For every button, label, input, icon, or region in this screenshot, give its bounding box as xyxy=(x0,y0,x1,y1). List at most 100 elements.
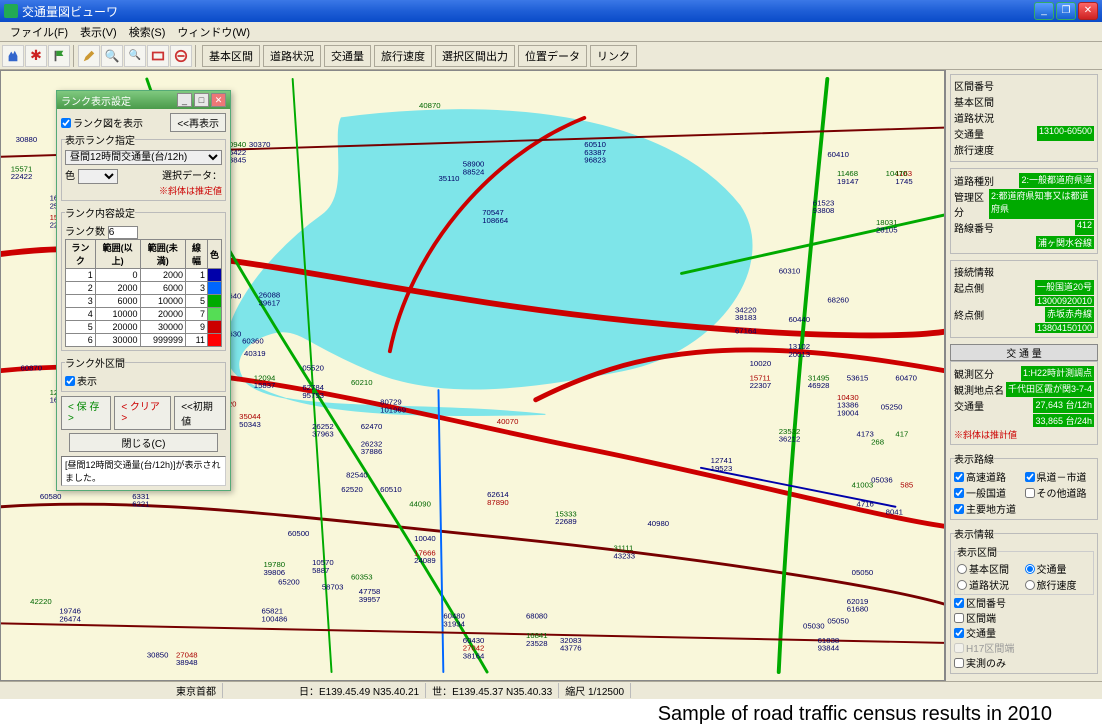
svg-text:95753: 95753 xyxy=(302,391,324,400)
svg-text:38164: 38164 xyxy=(463,651,485,660)
svg-text:40980: 40980 xyxy=(647,519,669,528)
status-region: 東京首都 xyxy=(170,683,223,698)
svg-text:43776: 43776 xyxy=(560,644,582,653)
menu-window[interactable]: ウィンドウ(W) xyxy=(171,24,256,40)
svg-text:22307: 22307 xyxy=(750,381,772,390)
init-button[interactable]: <<初期値 xyxy=(174,396,226,430)
svg-text:23528: 23528 xyxy=(526,639,548,648)
sp-section-num: 区間番号 xyxy=(954,78,1094,93)
svg-text:87890: 87890 xyxy=(487,498,509,507)
svg-text:24089: 24089 xyxy=(414,556,436,565)
svg-text:10470: 10470 xyxy=(886,169,908,178)
clear-button[interactable]: < クリア > xyxy=(114,396,171,430)
svg-text:41003: 41003 xyxy=(852,480,874,489)
dlg-close-icon[interactable]: ✕ xyxy=(211,93,226,107)
tab-link[interactable]: リンク xyxy=(590,45,637,67)
svg-text:22689: 22689 xyxy=(555,517,577,526)
svg-text:42220: 42220 xyxy=(30,597,52,606)
svg-text:30850: 30850 xyxy=(147,650,169,659)
svg-text:39617: 39617 xyxy=(259,299,281,308)
svg-text:60510: 60510 xyxy=(380,485,402,494)
svg-text:39806: 39806 xyxy=(263,568,285,577)
svg-text:30370: 30370 xyxy=(249,140,271,149)
svg-text:68260: 68260 xyxy=(827,296,849,305)
tool-zoomin-icon[interactable]: 🔍 xyxy=(101,45,123,67)
svg-text:60500: 60500 xyxy=(288,529,310,538)
rank-dialog[interactable]: ランク表示設定 _ □ ✕ ランク図を表示 <<再表示 表示ランク指定 昼間12… xyxy=(56,90,231,491)
tab-traffic[interactable]: 交通量 xyxy=(324,45,371,67)
menubar: ファイル(F) 表示(V) 検索(S) ウィンドウ(W) xyxy=(0,22,1102,42)
svg-text:19523: 19523 xyxy=(711,464,733,473)
svg-text:40319: 40319 xyxy=(244,349,266,358)
svg-text:43233: 43233 xyxy=(613,551,635,560)
rank-select[interactable]: 昼間12時間交通量(台/12h) xyxy=(65,150,222,165)
svg-text:93844: 93844 xyxy=(818,644,840,653)
dlg-close-button[interactable]: 閉じる(C) xyxy=(69,433,218,452)
svg-text:36212: 36212 xyxy=(779,435,801,444)
svg-text:417: 417 xyxy=(895,430,908,439)
svg-text:108664: 108664 xyxy=(482,216,509,225)
menu-file[interactable]: ファイル(F) xyxy=(4,24,74,40)
menu-search[interactable]: 検索(S) xyxy=(123,24,172,40)
svg-text:05036: 05036 xyxy=(871,475,893,484)
close-button[interactable]: ✕ xyxy=(1078,2,1098,20)
svg-text:62470: 62470 xyxy=(361,422,383,431)
dlg-max-icon[interactable]: □ xyxy=(194,93,209,107)
rank-count-input[interactable] xyxy=(108,226,138,239)
tool-rect-icon[interactable] xyxy=(147,45,169,67)
svg-text:40870: 40870 xyxy=(419,101,441,110)
svg-text:585: 585 xyxy=(900,480,913,489)
menu-view[interactable]: 表示(V) xyxy=(74,24,123,40)
redraw-button[interactable]: <<再表示 xyxy=(170,113,226,132)
svg-text:60410: 60410 xyxy=(827,150,849,159)
tab-pos[interactable]: 位置データ xyxy=(518,45,587,67)
status-scale: 縮尺 1/12500 xyxy=(559,683,631,698)
svg-text:60310: 60310 xyxy=(779,266,801,275)
svg-text:60210: 60210 xyxy=(351,378,373,387)
minimize-button[interactable]: _ xyxy=(1034,2,1054,20)
svg-text:19004: 19004 xyxy=(837,408,859,417)
svg-text:50343: 50343 xyxy=(239,420,261,429)
svg-text:58703: 58703 xyxy=(322,582,344,591)
tool-circle-icon[interactable] xyxy=(170,45,192,67)
svg-text:53615: 53615 xyxy=(847,373,869,382)
tool-edit-icon[interactable] xyxy=(78,45,100,67)
tool-hand-icon[interactable] xyxy=(2,45,24,67)
status-coord1: 日：E139.45.49 N35.40.21 xyxy=(293,683,426,698)
svg-text:38948: 38948 xyxy=(176,658,198,667)
svg-text:10040: 10040 xyxy=(414,534,436,543)
svg-text:10020: 10020 xyxy=(750,359,772,368)
tool-zoomout-icon[interactable]: 🔍 xyxy=(124,45,146,67)
svg-text:82540: 82540 xyxy=(346,471,368,480)
svg-text:60470: 60470 xyxy=(895,373,917,382)
svg-text:61680: 61680 xyxy=(847,605,869,614)
svg-text:40070: 40070 xyxy=(497,417,519,426)
svg-text:37886: 37886 xyxy=(361,447,383,456)
svg-text:93808: 93808 xyxy=(813,206,835,215)
svg-text:60580: 60580 xyxy=(40,492,62,501)
svg-text:1745: 1745 xyxy=(895,177,912,186)
svg-text:65200: 65200 xyxy=(278,578,300,587)
svg-text:05050: 05050 xyxy=(827,616,849,625)
svg-text:100486: 100486 xyxy=(262,614,288,623)
svg-text:4716: 4716 xyxy=(857,500,874,509)
tab-road[interactable]: 道路状況 xyxy=(263,45,321,67)
maximize-button[interactable]: ❐ xyxy=(1056,2,1076,20)
svg-text:28105: 28105 xyxy=(876,226,898,235)
dlg-min-icon[interactable]: _ xyxy=(177,93,192,107)
tool-flag-icon[interactable] xyxy=(48,45,70,67)
toolbar: ✱ 🔍 🔍 基本区間 道路状況 交通量 旅行速度 選択区間出力 位置データ リン… xyxy=(0,42,1102,70)
svg-text:8041: 8041 xyxy=(886,508,903,517)
svg-text:20013: 20013 xyxy=(788,350,810,359)
svg-text:60360: 60360 xyxy=(242,336,264,345)
dialog-titlebar[interactable]: ランク表示設定 _ □ ✕ xyxy=(57,91,230,109)
tool-star-icon[interactable]: ✱ xyxy=(25,45,47,67)
tab-basic[interactable]: 基本区間 xyxy=(202,45,260,67)
save-button[interactable]: < 保 存 > xyxy=(61,396,111,430)
tab-select[interactable]: 選択区間出力 xyxy=(435,45,515,67)
svg-text:268: 268 xyxy=(871,438,884,447)
tab-speed[interactable]: 旅行速度 xyxy=(374,45,432,67)
titlebar: 交通量図ビューワ _ ❐ ✕ xyxy=(0,0,1102,22)
svg-text:62520: 62520 xyxy=(341,485,363,494)
window-title: 交通量図ビューワ xyxy=(22,3,118,20)
